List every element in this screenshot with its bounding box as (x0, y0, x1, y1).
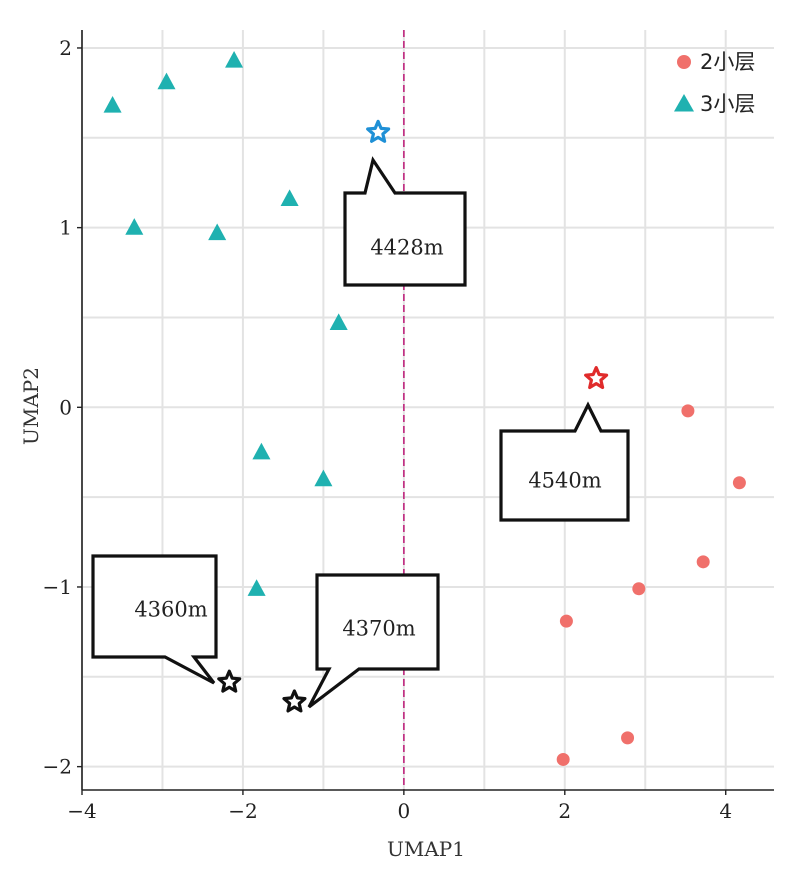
legend-marker-triangle (674, 94, 694, 112)
point-circle (559, 614, 573, 628)
callout-box (343, 156, 467, 287)
point-triangle (314, 469, 333, 487)
point-circle (681, 404, 695, 418)
x-tick-label: 0 (397, 799, 410, 823)
legend-marker-circle (677, 55, 691, 69)
axes: −4 −2 0 2 4 −2 −1 0 1 2 (43, 30, 774, 823)
y-tick-label: 2 (59, 36, 72, 60)
y-tick-label: 0 (59, 395, 72, 419)
callout-label: 4428m (370, 236, 443, 260)
point-triangle (125, 218, 144, 235)
x-tick-label: 4 (719, 799, 732, 823)
highlight-star (366, 119, 391, 143)
data-points (103, 51, 746, 766)
highlight-star (282, 689, 307, 713)
point-triangle (157, 72, 176, 90)
point-triangle (280, 189, 299, 207)
point-triangle (329, 313, 348, 330)
point-triangle (225, 51, 244, 68)
point-circle (556, 752, 570, 766)
callout-label: 4360m (134, 598, 207, 622)
y-tick-label: 1 (59, 216, 72, 240)
point-circle (632, 582, 646, 596)
callout-label: 4540m (528, 469, 601, 493)
x-tick-label: −4 (67, 799, 96, 823)
point-triangle (208, 223, 227, 241)
callout-box (307, 573, 440, 709)
callout-label: 4370m (342, 617, 415, 641)
legend: 2小层 3小层 (674, 50, 755, 116)
legend-label: 2小层 (700, 50, 755, 74)
x-axis-title: UMAP1 (387, 837, 465, 861)
point-circle (732, 476, 746, 490)
callout-box (91, 554, 218, 685)
highlight-star (584, 366, 609, 390)
y-tick-label: −1 (43, 575, 72, 599)
point-triangle (247, 579, 266, 596)
callouts: 4428m 4540m 4360m 4370m (91, 119, 630, 713)
legend-label: 3小层 (700, 92, 755, 116)
highlight-star (217, 669, 242, 693)
point-triangle (252, 442, 271, 460)
point-circle (621, 731, 635, 745)
point-triangle (103, 95, 122, 113)
callout-box (499, 401, 630, 522)
point-circle (696, 555, 710, 569)
x-tick-label: 2 (558, 799, 571, 823)
x-tick-label: −2 (228, 799, 257, 823)
y-tick-label: −2 (43, 755, 72, 779)
grid (81, 30, 774, 790)
y-axis-title: UMAP2 (19, 367, 43, 445)
